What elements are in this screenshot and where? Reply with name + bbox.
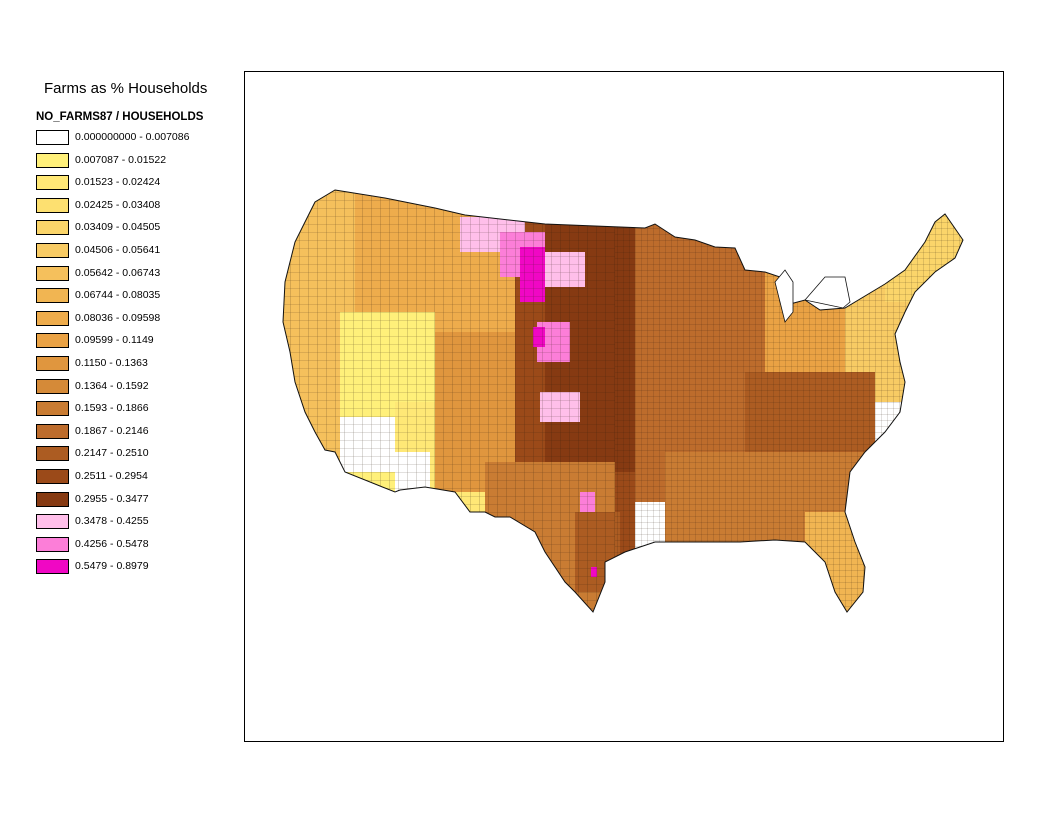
lake-michigan-water <box>774 269 794 323</box>
legend-swatch <box>36 401 69 417</box>
county-boundaries <box>283 190 963 612</box>
legend-swatch <box>36 310 69 326</box>
legend-class-label: 0.01523 - 0.02424 <box>75 176 161 189</box>
legend-class-label: 0.09599 - 0.1149 <box>75 334 154 347</box>
legend-class-item: 0.1867 - 0.2146 <box>36 423 236 441</box>
legend-class-label: 0.000000000 - 0.007086 <box>75 131 190 143</box>
map-frame[interactable] <box>244 71 1004 742</box>
legend-class-item: 0.4256 - 0.5478 <box>36 536 236 554</box>
legend-class-item: 0.1364 - 0.1592 <box>36 378 236 396</box>
legend-swatch <box>36 220 69 236</box>
legend-swatch <box>36 243 69 258</box>
legend-field-name: NO_FARMS87 / HOUSEHOLDS <box>36 111 204 123</box>
legend-swatch <box>36 175 69 191</box>
legend-swatch <box>36 152 69 168</box>
legend-class-item: 0.09599 - 0.1149 <box>36 333 236 350</box>
legend-swatch <box>36 446 69 462</box>
legend-class-label: 0.2955 - 0.3477 <box>75 492 149 505</box>
legend-class-item: 0.2147 - 0.2510 <box>36 446 236 463</box>
legend-class-item: 0.08036 - 0.09598 <box>36 310 236 328</box>
legend-class-item: 0.1150 - 0.1363 <box>36 356 236 373</box>
legend-swatch <box>36 514 69 530</box>
legend-class-item: 0.5479 - 0.8979 <box>36 559 236 576</box>
legend-class-label: 0.4256 - 0.5478 <box>75 537 149 550</box>
us-county-map[interactable] <box>245 72 1003 741</box>
legend-class-item: 0.007087 - 0.01522 <box>36 152 236 170</box>
legend-class-item: 0.3478 - 0.4255 <box>36 514 236 531</box>
legend-class-item: 0.04506 - 0.05641 <box>36 243 236 260</box>
legend-title: Farms as % Households <box>44 80 208 97</box>
legend-class-label: 0.2147 - 0.2510 <box>75 447 149 460</box>
legend-class-label: 0.1364 - 0.1592 <box>75 379 149 392</box>
legend-class-label: 0.04506 - 0.05641 <box>75 244 161 256</box>
legend-class-item: 0.02425 - 0.03408 <box>36 197 236 215</box>
map-legend: Farms as % Households NO_FARMS87 / HOUSE… <box>0 0 245 600</box>
legend-class-label: 0.5479 - 0.8979 <box>75 560 149 573</box>
legend-class-label: 0.2511 - 0.2954 <box>75 470 148 482</box>
legend-class-label: 0.02425 - 0.03408 <box>75 198 161 211</box>
legend-swatch <box>36 356 69 371</box>
legend-class-label: 0.1593 - 0.1866 <box>75 402 149 415</box>
legend-class-label: 0.03409 - 0.04505 <box>75 221 161 234</box>
great-lakes-water <box>804 276 851 309</box>
legend-class-item: 0.1593 - 0.1866 <box>36 401 236 418</box>
legend-class-label: 0.1150 - 0.1363 <box>75 357 148 369</box>
legend-class-item: 0.03409 - 0.04505 <box>36 220 236 237</box>
legend-swatch <box>36 423 69 439</box>
legend-swatch <box>36 197 69 213</box>
legend-swatch <box>36 265 69 281</box>
legend-class-item: 0.000000000 - 0.007086 <box>36 130 236 147</box>
legend-swatch <box>36 378 69 394</box>
legend-swatch <box>36 536 69 552</box>
legend-swatch <box>36 469 69 484</box>
region-fill-new-england <box>885 190 963 302</box>
legend-class-item: 0.06744 - 0.08035 <box>36 288 236 305</box>
legend-swatch <box>36 288 69 304</box>
legend-class-label: 0.1867 - 0.2146 <box>75 424 149 437</box>
legend-class-label: 0.08036 - 0.09598 <box>75 311 161 324</box>
legend-class-item: 0.05642 - 0.06743 <box>36 265 236 283</box>
legend-class-label: 0.3478 - 0.4255 <box>75 515 149 528</box>
legend-class-item: 0.2511 - 0.2954 <box>36 469 236 486</box>
legend-swatch <box>36 333 69 349</box>
legend-class-label: 0.007087 - 0.01522 <box>75 153 167 166</box>
legend-class-item: 0.2955 - 0.3477 <box>36 491 236 509</box>
legend-class-label: 0.05642 - 0.06743 <box>75 266 161 279</box>
legend-class-item: 0.01523 - 0.02424 <box>36 175 236 192</box>
legend-class-label: 0.06744 - 0.08035 <box>75 289 161 302</box>
legend-swatch <box>36 491 69 507</box>
legend-swatch <box>36 559 69 575</box>
legend-swatch <box>36 130 69 145</box>
